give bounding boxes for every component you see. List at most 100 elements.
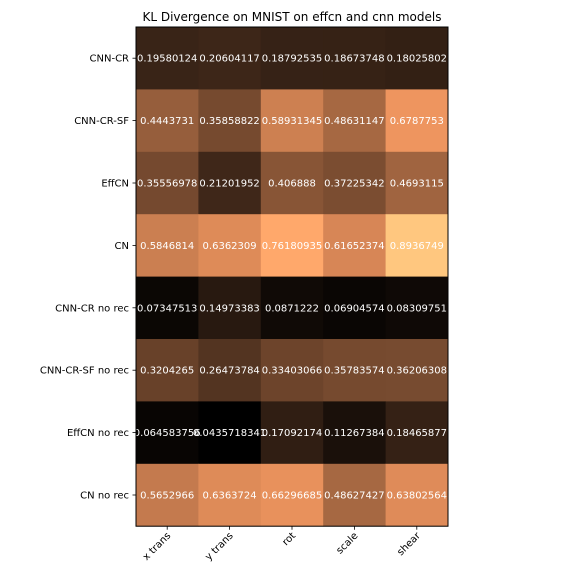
cell-value-label: 0.21201952	[199, 179, 259, 190]
cell-value-label: 0.07347513	[137, 303, 197, 314]
heatmap-cell	[385, 401, 449, 465]
heatmap-cell	[260, 463, 324, 527]
heatmap-cell	[323, 151, 386, 215]
heatmap-cell	[385, 339, 449, 402]
heatmap-cell	[323, 401, 386, 465]
heatmap-cell	[198, 463, 262, 527]
cell-value-label: 0.33403066	[262, 366, 322, 377]
y-tick-label: CN no rec	[80, 491, 129, 502]
heatmap-cell	[260, 214, 324, 277]
x-tick-label: y trans	[203, 531, 235, 563]
cell-value-label: 0.63802564	[387, 491, 447, 502]
chart-title: KL Divergence on MNIST on effcn and cnn …	[142, 10, 441, 24]
heatmap-cell	[385, 463, 449, 527]
cell-value-label: 0.14973383	[199, 303, 259, 314]
cell-value-label: 0.0871222	[265, 303, 319, 314]
cell-value-label: 0.6362309	[203, 241, 257, 252]
cell-value-label: 0.66296685	[262, 491, 322, 502]
cell-value-label: 0.0435718341	[193, 428, 266, 439]
heatmap-cell	[136, 89, 199, 153]
heatmap-cell	[260, 339, 324, 402]
heatmap-cells	[136, 27, 449, 527]
heatmap-cell	[198, 214, 262, 277]
cell-value-label: 0.36206308	[387, 366, 447, 377]
cell-value-label: 0.20604117	[199, 54, 259, 65]
cell-value-label: 0.5652966	[140, 491, 194, 502]
heatmap-cell	[136, 214, 199, 277]
cell-value-label: 0.406888	[268, 179, 316, 190]
cell-value-label: 0.5846814	[140, 241, 194, 252]
cell-value-label: 0.6363724	[203, 491, 257, 502]
heatmap-cell	[260, 276, 324, 340]
heatmap-cell	[323, 214, 386, 277]
cell-value-label: 0.18792535	[262, 54, 322, 65]
cell-value-label: 0.18465877	[387, 428, 447, 439]
cell-value-label: 0.58931345	[262, 116, 322, 127]
heatmap-cell	[385, 214, 449, 277]
cell-value-label: 0.6787753	[390, 116, 444, 127]
heatmap-cell	[323, 276, 386, 340]
y-tick-label: CNN-CR-SF no rec	[40, 366, 129, 377]
x-axis: x trans y trans rot scale shear	[141, 526, 424, 563]
heatmap-cell	[198, 401, 262, 465]
heatmap-cell	[136, 151, 199, 215]
cell-value-label: 0.35783574	[324, 366, 384, 377]
y-tick-label: CNN-CR	[90, 54, 130, 65]
plot-frame	[135, 26, 449, 527]
y-tick-label: EffCN no rec	[67, 428, 129, 439]
cell-value-label: 0.18673748	[324, 54, 384, 65]
heatmap-cell	[260, 151, 324, 215]
cell-value-label: 0.06904574	[324, 303, 384, 314]
cell-value-label: 0.19580124	[137, 54, 197, 65]
heatmap-cell	[136, 401, 199, 465]
heatmap-cell	[198, 276, 262, 340]
cell-value-label: 0.064583756	[134, 428, 201, 439]
cell-value-label: 0.4693115	[390, 179, 444, 190]
cell-value-label: 0.11267384	[324, 428, 384, 439]
y-tick-label: EffCN	[101, 179, 129, 190]
cell-value-label: 0.17092174	[262, 428, 322, 439]
heatmap-cell	[323, 339, 386, 402]
cell-value-labels: 0.19580124 0.20604117 0.18792535 0.18673748…	[134, 54, 447, 502]
cell-value-label: 0.8936749	[390, 241, 444, 252]
cell-value-label: 0.26473784	[199, 366, 259, 377]
x-tick-label: x trans	[141, 531, 173, 563]
cell-value-label: 0.37225342	[324, 179, 384, 190]
cell-value-label: 0.76180935	[262, 241, 322, 252]
y-axis: CNN-CR CNN-CR-SF EffCN CN CNN-CR no rec CNN-C…	[40, 54, 136, 502]
cell-value-label: 0.3204265	[140, 366, 194, 377]
cell-value-label: 0.08309751	[387, 303, 447, 314]
x-tick-label: rot	[280, 530, 298, 548]
y-tick-label: CNN-CR no rec	[55, 303, 129, 314]
y-tick-label: CN	[115, 241, 129, 252]
cell-value-label: 0.35858822	[199, 116, 259, 127]
x-tick-label: scale	[335, 531, 361, 557]
cell-value-label: 0.48631147	[324, 116, 384, 127]
heatmap-cell	[260, 89, 324, 153]
heatmap-cell	[323, 27, 386, 90]
heatmap-cell	[385, 276, 449, 340]
heatmap-cell	[198, 27, 262, 90]
cell-value-label: 0.4443731	[140, 116, 194, 127]
heatmap-cell	[260, 401, 324, 465]
heatmap-cell	[136, 276, 199, 340]
heatmap-cell	[385, 89, 449, 153]
heatmap-cell	[385, 151, 449, 215]
cell-value-label: 0.61652374	[324, 241, 384, 252]
x-tick-label: shear	[395, 530, 423, 558]
heatmap-cell	[198, 339, 262, 402]
cell-value-label: 0.48627427	[324, 491, 384, 502]
heatmap-cell	[385, 27, 449, 90]
heatmap-cell	[136, 339, 199, 402]
heatmap-cell	[198, 151, 262, 215]
heatmap-cell	[323, 89, 386, 153]
heatmap-cell	[198, 89, 262, 153]
cell-value-label: 0.18025802	[387, 54, 447, 65]
cell-value-label: 0.35556978	[137, 179, 197, 190]
heatmap-cell	[136, 463, 199, 527]
heatmap-cell	[260, 27, 324, 90]
heatmap-cell	[323, 463, 386, 527]
y-tick-label: CNN-CR-SF	[74, 116, 129, 127]
heatmap-cell	[136, 27, 199, 90]
